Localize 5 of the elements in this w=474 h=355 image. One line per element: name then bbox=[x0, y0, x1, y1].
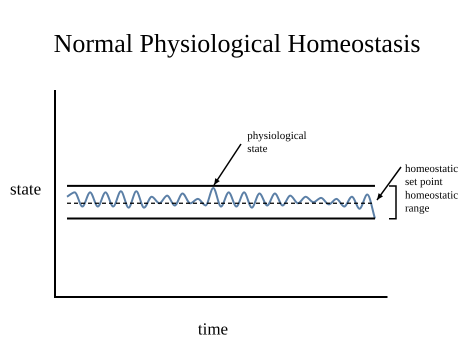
chart-title: Normal Physiological Homeostasis bbox=[54, 28, 420, 58]
text: homeostatic range bbox=[404, 190, 458, 215]
x-axis-title: time bbox=[198, 319, 228, 338]
text: physiological state bbox=[247, 130, 307, 155]
y-axis-title: state bbox=[10, 179, 42, 198]
